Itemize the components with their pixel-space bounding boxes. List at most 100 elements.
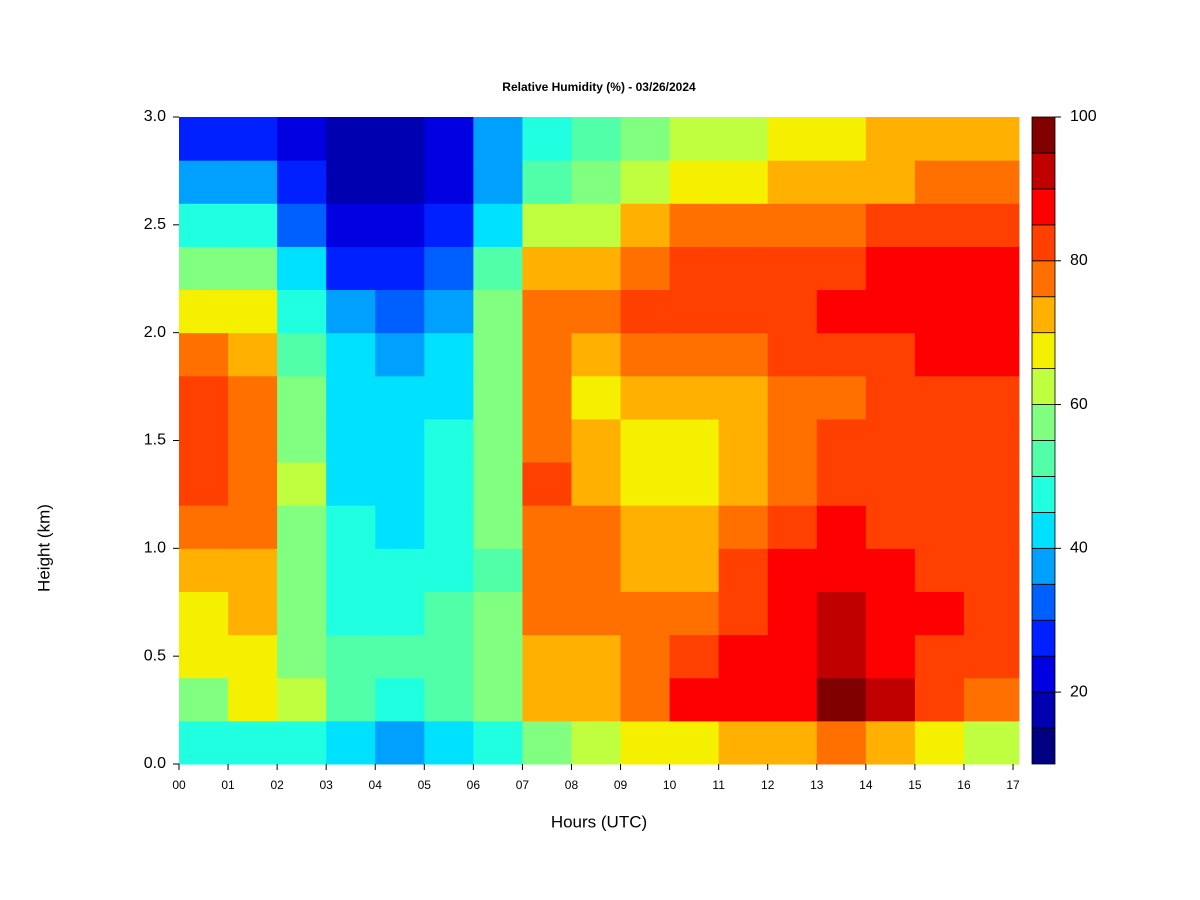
heat-cell — [375, 117, 425, 161]
heat-cell — [620, 634, 671, 679]
heat-cell — [767, 375, 818, 420]
x-tick-label: 07 — [516, 778, 530, 792]
heat-cell — [424, 634, 474, 679]
heat-cell — [669, 720, 720, 765]
heat-cell — [277, 289, 327, 334]
heat-cell — [375, 462, 425, 506]
heat-cell — [522, 418, 572, 463]
heat-cell — [473, 634, 523, 679]
heat-cell — [669, 505, 720, 549]
heat-cell — [179, 591, 229, 636]
heat-cell — [914, 289, 965, 334]
x-tick-label: 05 — [418, 778, 432, 792]
heat-cell — [326, 548, 376, 592]
heat-cell — [816, 160, 867, 204]
heat-cell — [620, 720, 671, 765]
heat-cell — [669, 246, 720, 291]
heat-cell — [718, 289, 769, 334]
heat-cell — [914, 462, 965, 506]
heat-cell — [571, 289, 622, 334]
heat-cell — [375, 160, 425, 204]
heat-cell — [424, 203, 474, 247]
heat-cell — [816, 117, 867, 161]
heat-cell — [179, 634, 229, 679]
heat-cell — [816, 418, 867, 463]
heat-cell — [669, 591, 720, 636]
heat-cell — [963, 332, 1020, 377]
heat-cell — [865, 289, 916, 334]
heat-cell — [963, 677, 1020, 722]
heat-cell — [326, 160, 376, 204]
heat-cell — [522, 591, 572, 636]
colorbar-cell — [1031, 547, 1056, 585]
heat-cell — [424, 289, 474, 334]
heat-cell — [718, 418, 769, 463]
heat-cell — [816, 548, 867, 592]
heat-cell — [522, 375, 572, 420]
heat-cell — [914, 677, 965, 722]
colorbar-tick-label: 100 — [1070, 108, 1097, 125]
heat-cell — [522, 117, 572, 161]
heat-cell — [620, 117, 671, 161]
heat-cell — [767, 720, 818, 765]
heat-cell — [767, 332, 818, 377]
colorbar-cell — [1031, 188, 1056, 226]
heat-cell — [816, 203, 867, 247]
colorbar-cell — [1031, 619, 1056, 657]
heat-cell — [914, 634, 965, 679]
heat-cell — [963, 418, 1020, 463]
heat-cell — [228, 332, 278, 377]
heat-cell — [963, 289, 1020, 334]
heat-cell — [963, 505, 1020, 549]
heat-cell — [473, 591, 523, 636]
heat-cell — [179, 246, 229, 291]
heat-cell — [424, 591, 474, 636]
heat-cell — [718, 548, 769, 592]
heat-cell — [424, 117, 474, 161]
heat-cell — [914, 418, 965, 463]
heat-cell — [228, 591, 278, 636]
heat-cell — [571, 332, 622, 377]
heat-cell — [228, 677, 278, 722]
x-tick-label: 06 — [467, 778, 481, 792]
heat-cell — [571, 505, 622, 549]
x-tick-label: 08 — [565, 778, 579, 792]
heat-cell — [522, 720, 572, 765]
heat-cell — [522, 505, 572, 549]
heat-cell — [522, 246, 572, 291]
x-tick-label: 09 — [614, 778, 628, 792]
heat-cell — [571, 462, 622, 506]
x-tick-label: 15 — [908, 778, 922, 792]
heat-cell — [571, 591, 622, 636]
heat-cell — [620, 160, 671, 204]
heat-cell — [375, 246, 425, 291]
heat-cell — [816, 634, 867, 679]
heat-cell — [179, 117, 229, 161]
heat-cell — [522, 160, 572, 204]
heat-cell — [179, 548, 229, 592]
heat-cell — [914, 332, 965, 377]
heat-cell — [179, 720, 229, 765]
heat-cell — [767, 289, 818, 334]
y-tick-label: 2.5 — [144, 216, 166, 233]
heat-cell — [620, 289, 671, 334]
heat-cell — [473, 677, 523, 722]
heat-cell — [669, 203, 720, 247]
heat-cell — [179, 677, 229, 722]
heat-cell — [326, 203, 376, 247]
heat-cell — [963, 462, 1020, 506]
heat-cell — [620, 677, 671, 722]
heat-cell — [865, 117, 916, 161]
heat-cell — [473, 462, 523, 506]
heat-cell — [669, 548, 720, 592]
heat-cell — [326, 289, 376, 334]
heat-cell — [963, 548, 1020, 592]
heat-cell — [522, 634, 572, 679]
heat-cell — [179, 505, 229, 549]
heat-cell — [914, 160, 965, 204]
colorbar-cell — [1031, 727, 1056, 765]
heat-cell — [816, 246, 867, 291]
x-tick-label: 12 — [761, 778, 775, 792]
y-tick-label: 1.0 — [144, 540, 166, 557]
colorbar-cell — [1031, 440, 1056, 477]
